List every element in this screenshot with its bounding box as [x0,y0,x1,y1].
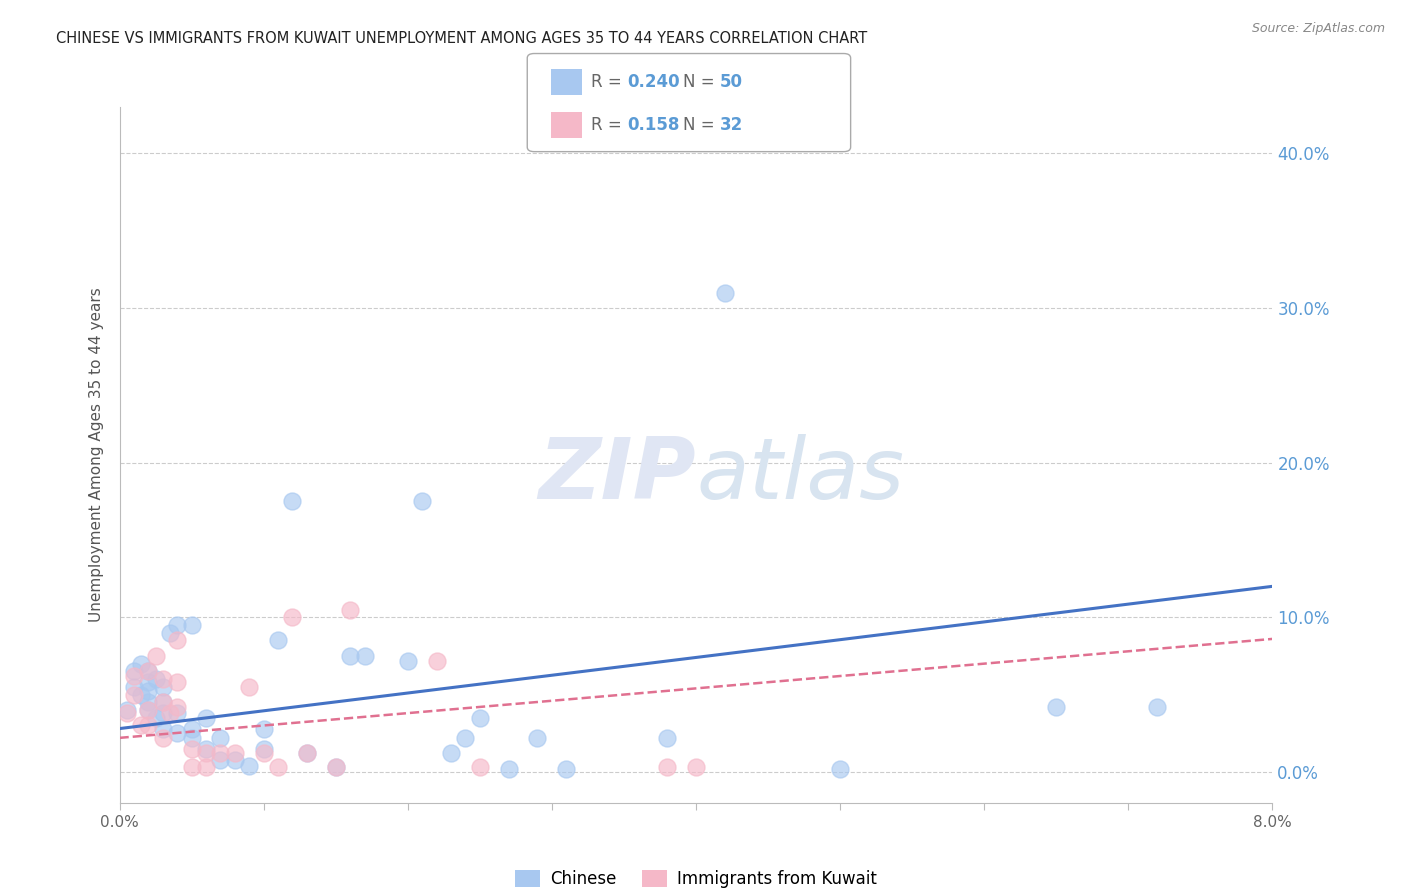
Point [145,648,167,663]
Point [714,285,737,300]
Point [339,602,361,616]
Point [129,657,152,671]
Point [194,760,217,774]
Point [129,718,152,732]
Point [166,706,188,720]
Text: 0.158: 0.158 [627,116,679,134]
Point [138,718,160,732]
Point [145,672,167,686]
Point [828,762,851,776]
Point [138,703,160,717]
Point [138,665,160,679]
Point [152,722,174,736]
Point [253,747,276,761]
Point [325,760,347,774]
Point [281,610,304,624]
Point [166,618,188,632]
Point [295,747,318,761]
Point [253,722,276,736]
Text: N =: N = [683,116,720,134]
Point [180,741,202,756]
Text: CHINESE VS IMMIGRANTS FROM KUWAIT UNEMPLOYMENT AMONG AGES 35 TO 44 YEARS CORRELA: CHINESE VS IMMIGRANTS FROM KUWAIT UNEMPL… [56,31,868,46]
Point [194,747,217,761]
Point [267,760,290,774]
Text: R =: R = [591,73,627,91]
Point [138,695,160,709]
Point [238,680,260,694]
Point [180,618,202,632]
Point [238,758,260,772]
Text: R =: R = [591,116,627,134]
Point [152,680,174,694]
Point [138,665,160,679]
Point [145,711,167,725]
Point [655,760,678,774]
Point [138,675,160,690]
Point [224,747,246,761]
Point [224,752,246,766]
Text: atlas: atlas [696,434,904,517]
Text: N =: N = [683,73,720,91]
Y-axis label: Unemployment Among Ages 35 to 44 years: Unemployment Among Ages 35 to 44 years [89,287,104,623]
Text: 50: 50 [720,73,742,91]
Point [180,722,202,736]
Point [159,625,181,640]
Point [281,494,304,508]
Point [685,760,707,774]
Point [411,494,433,508]
Point [209,752,232,766]
Point [159,706,181,720]
Point [138,684,160,698]
Point [180,731,202,745]
Point [129,688,152,702]
Point [122,688,145,702]
Point [440,747,463,761]
Point [152,672,174,686]
Point [425,654,447,668]
Point [267,633,290,648]
Point [253,741,276,756]
Point [209,731,232,745]
Point [194,711,217,725]
Point [555,762,578,776]
Point [468,760,491,774]
Point [1045,700,1067,714]
Point [115,706,138,720]
Point [655,731,678,745]
Point [396,654,419,668]
Point [1146,700,1168,714]
Point [122,669,145,683]
Point [526,731,548,745]
Legend: Chinese, Immigrants from Kuwait: Chinese, Immigrants from Kuwait [509,863,883,892]
Point [339,648,361,663]
Point [325,760,347,774]
Point [152,695,174,709]
Point [295,747,318,761]
Point [498,762,520,776]
Point [166,726,188,740]
Point [166,675,188,690]
Point [138,703,160,717]
Point [468,711,491,725]
Point [152,731,174,745]
Point [115,703,138,717]
Point [209,747,232,761]
Point [194,741,217,756]
Text: ZIP: ZIP [538,434,696,517]
Text: 0.240: 0.240 [627,73,679,91]
Point [166,633,188,648]
Point [180,760,202,774]
Text: 32: 32 [720,116,744,134]
Point [152,695,174,709]
Point [122,680,145,694]
Text: Source: ZipAtlas.com: Source: ZipAtlas.com [1251,22,1385,36]
Point [166,700,188,714]
Point [353,648,375,663]
Point [122,665,145,679]
Point [152,706,174,720]
Point [454,731,477,745]
